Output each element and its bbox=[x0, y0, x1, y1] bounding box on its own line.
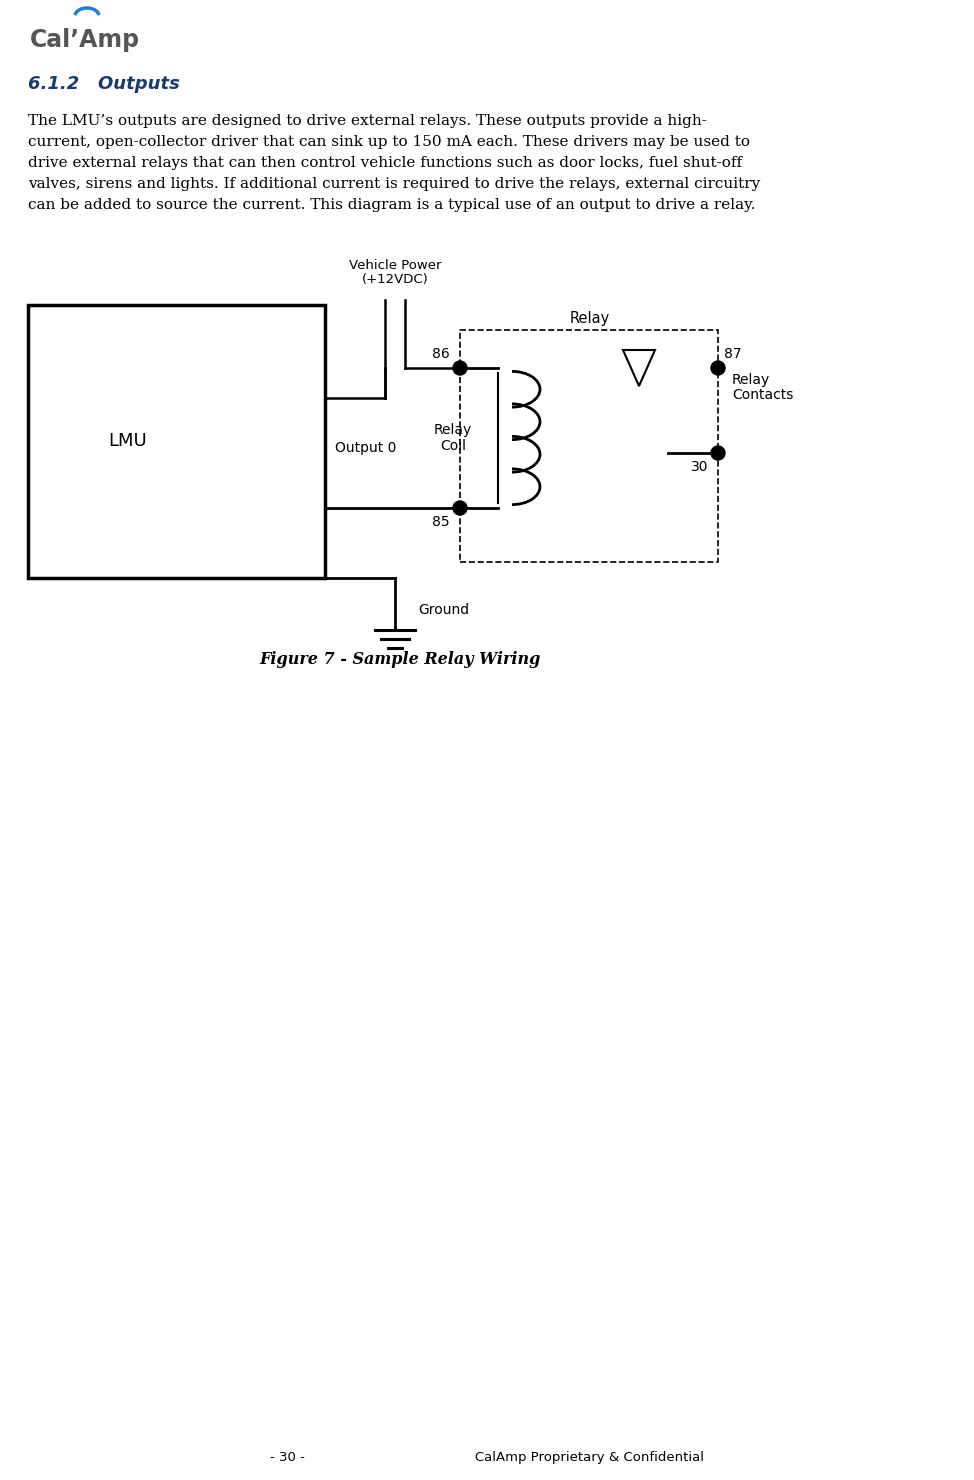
Polygon shape bbox=[623, 349, 655, 386]
Circle shape bbox=[453, 361, 467, 374]
Text: current, open-collector driver that can sink up to 150 mA each. These drivers ma: current, open-collector driver that can … bbox=[28, 135, 750, 149]
Text: Vehicle Power: Vehicle Power bbox=[349, 259, 441, 272]
Circle shape bbox=[711, 445, 725, 460]
Bar bbox=[28, 305, 325, 579]
Circle shape bbox=[711, 361, 725, 374]
Text: 30: 30 bbox=[691, 460, 708, 474]
Text: 86: 86 bbox=[432, 346, 450, 361]
Text: Relay: Relay bbox=[570, 311, 610, 326]
Text: (+12VDC): (+12VDC) bbox=[361, 272, 429, 286]
Text: LMU: LMU bbox=[108, 432, 147, 450]
Text: Relay: Relay bbox=[732, 373, 770, 386]
Text: Cal’Amp: Cal’Amp bbox=[30, 28, 140, 52]
Text: drive external relays that can then control vehicle functions such as door locks: drive external relays that can then cont… bbox=[28, 155, 742, 170]
Text: 87: 87 bbox=[724, 346, 741, 361]
Text: Ground: Ground bbox=[418, 602, 469, 617]
Text: valves, sirens and lights. If additional current is required to drive the relays: valves, sirens and lights. If additional… bbox=[28, 178, 761, 191]
Bar bbox=[460, 330, 718, 562]
Text: 6.1.2   Outputs: 6.1.2 Outputs bbox=[28, 75, 180, 93]
Text: Contacts: Contacts bbox=[732, 388, 794, 403]
Text: 85: 85 bbox=[432, 515, 450, 528]
Text: Relay
Coil: Relay Coil bbox=[433, 423, 472, 453]
Text: - 30 -                                        CalAmp Proprietary & Confidential: - 30 - CalAmp Proprietary & Confidential bbox=[270, 1450, 704, 1464]
Text: Figure 7 - Sample Relay Wiring: Figure 7 - Sample Relay Wiring bbox=[259, 651, 541, 669]
Text: Output 0: Output 0 bbox=[335, 441, 396, 454]
Circle shape bbox=[453, 502, 467, 515]
Text: The LMU’s outputs are designed to drive external relays. These outputs provide a: The LMU’s outputs are designed to drive … bbox=[28, 114, 707, 127]
Text: can be added to source the current. This diagram is a typical use of an output t: can be added to source the current. This… bbox=[28, 198, 756, 212]
